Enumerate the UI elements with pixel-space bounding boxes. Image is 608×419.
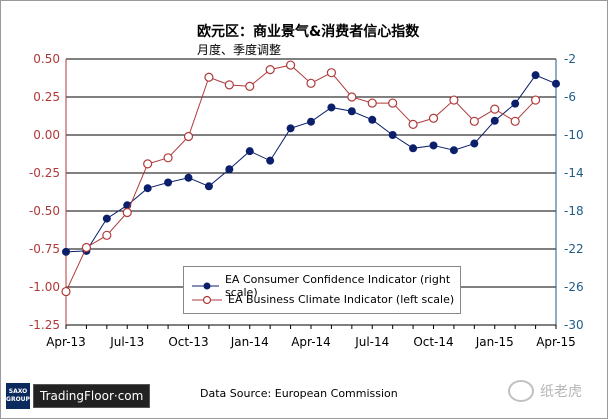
data-point-consumer — [511, 99, 520, 108]
data-point-consumer — [490, 116, 499, 125]
data-point-business — [183, 131, 194, 142]
data-point-consumer — [286, 124, 295, 133]
chart-subtitle: 月度、季度调整 — [197, 43, 282, 57]
data-point-consumer — [327, 103, 336, 112]
x-tick-label: Oct-13 — [168, 335, 208, 349]
axes: 0.50 0.25 0.00 -0.25 -0.50 -0.75 -1.00 -1.25 -2 -… — [29, 52, 584, 349]
data-point-consumer — [102, 214, 111, 223]
data-point-consumer — [409, 144, 418, 153]
data-point-business — [61, 286, 71, 297]
data-point-business — [347, 92, 357, 102]
right-tick-label: -10 — [564, 128, 584, 142]
data-point-business — [428, 113, 439, 123]
right-tick-label: -22 — [564, 242, 584, 256]
x-tick-label: Jul-13 — [109, 335, 144, 349]
tradingfloor-logo: TradingFloor·com — [33, 384, 151, 408]
legend: EA Consumer Confidence Indicator (right … — [183, 266, 461, 314]
legend-marker-consumer — [192, 282, 219, 290]
data-point-business — [388, 98, 398, 108]
data-point-business — [510, 116, 520, 126]
series — [61, 60, 560, 297]
data-point-business — [490, 104, 500, 114]
data-point-consumer — [204, 182, 213, 191]
left-tick-label: -1.25 — [29, 318, 60, 332]
x-tick-label: Jan-15 — [475, 335, 514, 349]
data-point-consumer — [164, 178, 173, 187]
left-tick-label: -0.25 — [29, 166, 60, 180]
data-point-consumer — [552, 79, 560, 88]
data-point-consumer — [449, 146, 458, 155]
data-point-consumer — [62, 247, 70, 256]
data-point-business — [143, 159, 153, 169]
series-line-0 — [65, 74, 557, 253]
saxo-logo: SAXO GROUP — [6, 383, 30, 409]
data-point-consumer — [347, 107, 356, 116]
watermark: 纸老虎 — [508, 380, 582, 402]
gridlines — [66, 58, 556, 326]
right-tick-label: -6 — [564, 90, 576, 104]
legend-label-consumer: EA Consumer Confidence Indicator (right … — [224, 273, 451, 299]
x-tick-label: Jul-14 — [354, 335, 389, 349]
right-tick-label: -18 — [564, 204, 584, 218]
left-tick-label: -0.75 — [29, 242, 60, 256]
data-point-business — [449, 95, 459, 105]
x-tick-label: Apr-15 — [536, 335, 576, 349]
data-point-consumer — [266, 156, 275, 165]
x-tick-label: Oct-14 — [413, 335, 453, 349]
data-point-consumer — [307, 117, 315, 126]
data-point-consumer — [531, 71, 540, 80]
data-point-business — [122, 207, 132, 218]
left-tick-label: -0.50 — [29, 204, 60, 218]
right-tick-label: -30 — [564, 318, 584, 332]
watermark-text: 纸老虎 — [540, 384, 582, 400]
data-point-business — [245, 81, 255, 91]
data-point-consumer — [388, 131, 397, 139]
left-tick-label: -1.00 — [29, 280, 60, 294]
data-point-consumer — [225, 165, 234, 174]
legend-marker-business — [192, 295, 222, 304]
series-line-1 — [65, 64, 536, 292]
data-point-consumer — [368, 115, 377, 124]
data-point-business — [306, 78, 316, 88]
data-point-business — [326, 68, 337, 78]
x-tick-label: Jan-14 — [230, 335, 269, 349]
data-point-business — [367, 98, 377, 108]
data-point-business — [81, 242, 92, 253]
data-point-business — [204, 72, 214, 82]
data-point-consumer — [429, 141, 438, 150]
data-point-business — [285, 60, 296, 70]
brand-logo: SAXO GROUP TradingFloor·com — [6, 383, 151, 409]
left-tick-label: 0.50 — [33, 52, 60, 66]
data-point-business — [530, 95, 541, 105]
data-point-consumer — [143, 184, 152, 193]
data-point-business — [265, 65, 275, 75]
data-point-consumer — [470, 139, 479, 148]
data-point-business — [469, 116, 479, 126]
data-source: Data Source: European Commission — [200, 387, 398, 400]
x-tick-label: Apr-13 — [46, 335, 86, 349]
left-tick-label: 0.25 — [33, 90, 60, 104]
right-tick-label: -26 — [564, 280, 584, 294]
data-point-consumer — [184, 173, 193, 182]
data-point-consumer — [245, 147, 254, 156]
data-point-business — [163, 153, 173, 163]
right-tick-label: -2 — [564, 52, 576, 66]
legend-item-consumer: EA Consumer Confidence Indicator (right … — [192, 273, 460, 299]
data-point-business — [408, 119, 418, 129]
x-tick-label: Apr-14 — [291, 335, 331, 349]
data-point-business — [102, 230, 112, 240]
right-tick-label: -14 — [564, 166, 584, 180]
data-point-business — [224, 80, 234, 90]
legend-item-business: EA Business Climate Indicator (left scal… — [192, 293, 454, 306]
legend-label-business: EA Business Climate Indicator (left scal… — [228, 293, 455, 306]
left-tick-label: 0.00 — [33, 128, 60, 142]
chart-title: 欧元区：商业景气&消费者信心指数 — [197, 24, 420, 40]
wechat-icon — [508, 380, 534, 402]
